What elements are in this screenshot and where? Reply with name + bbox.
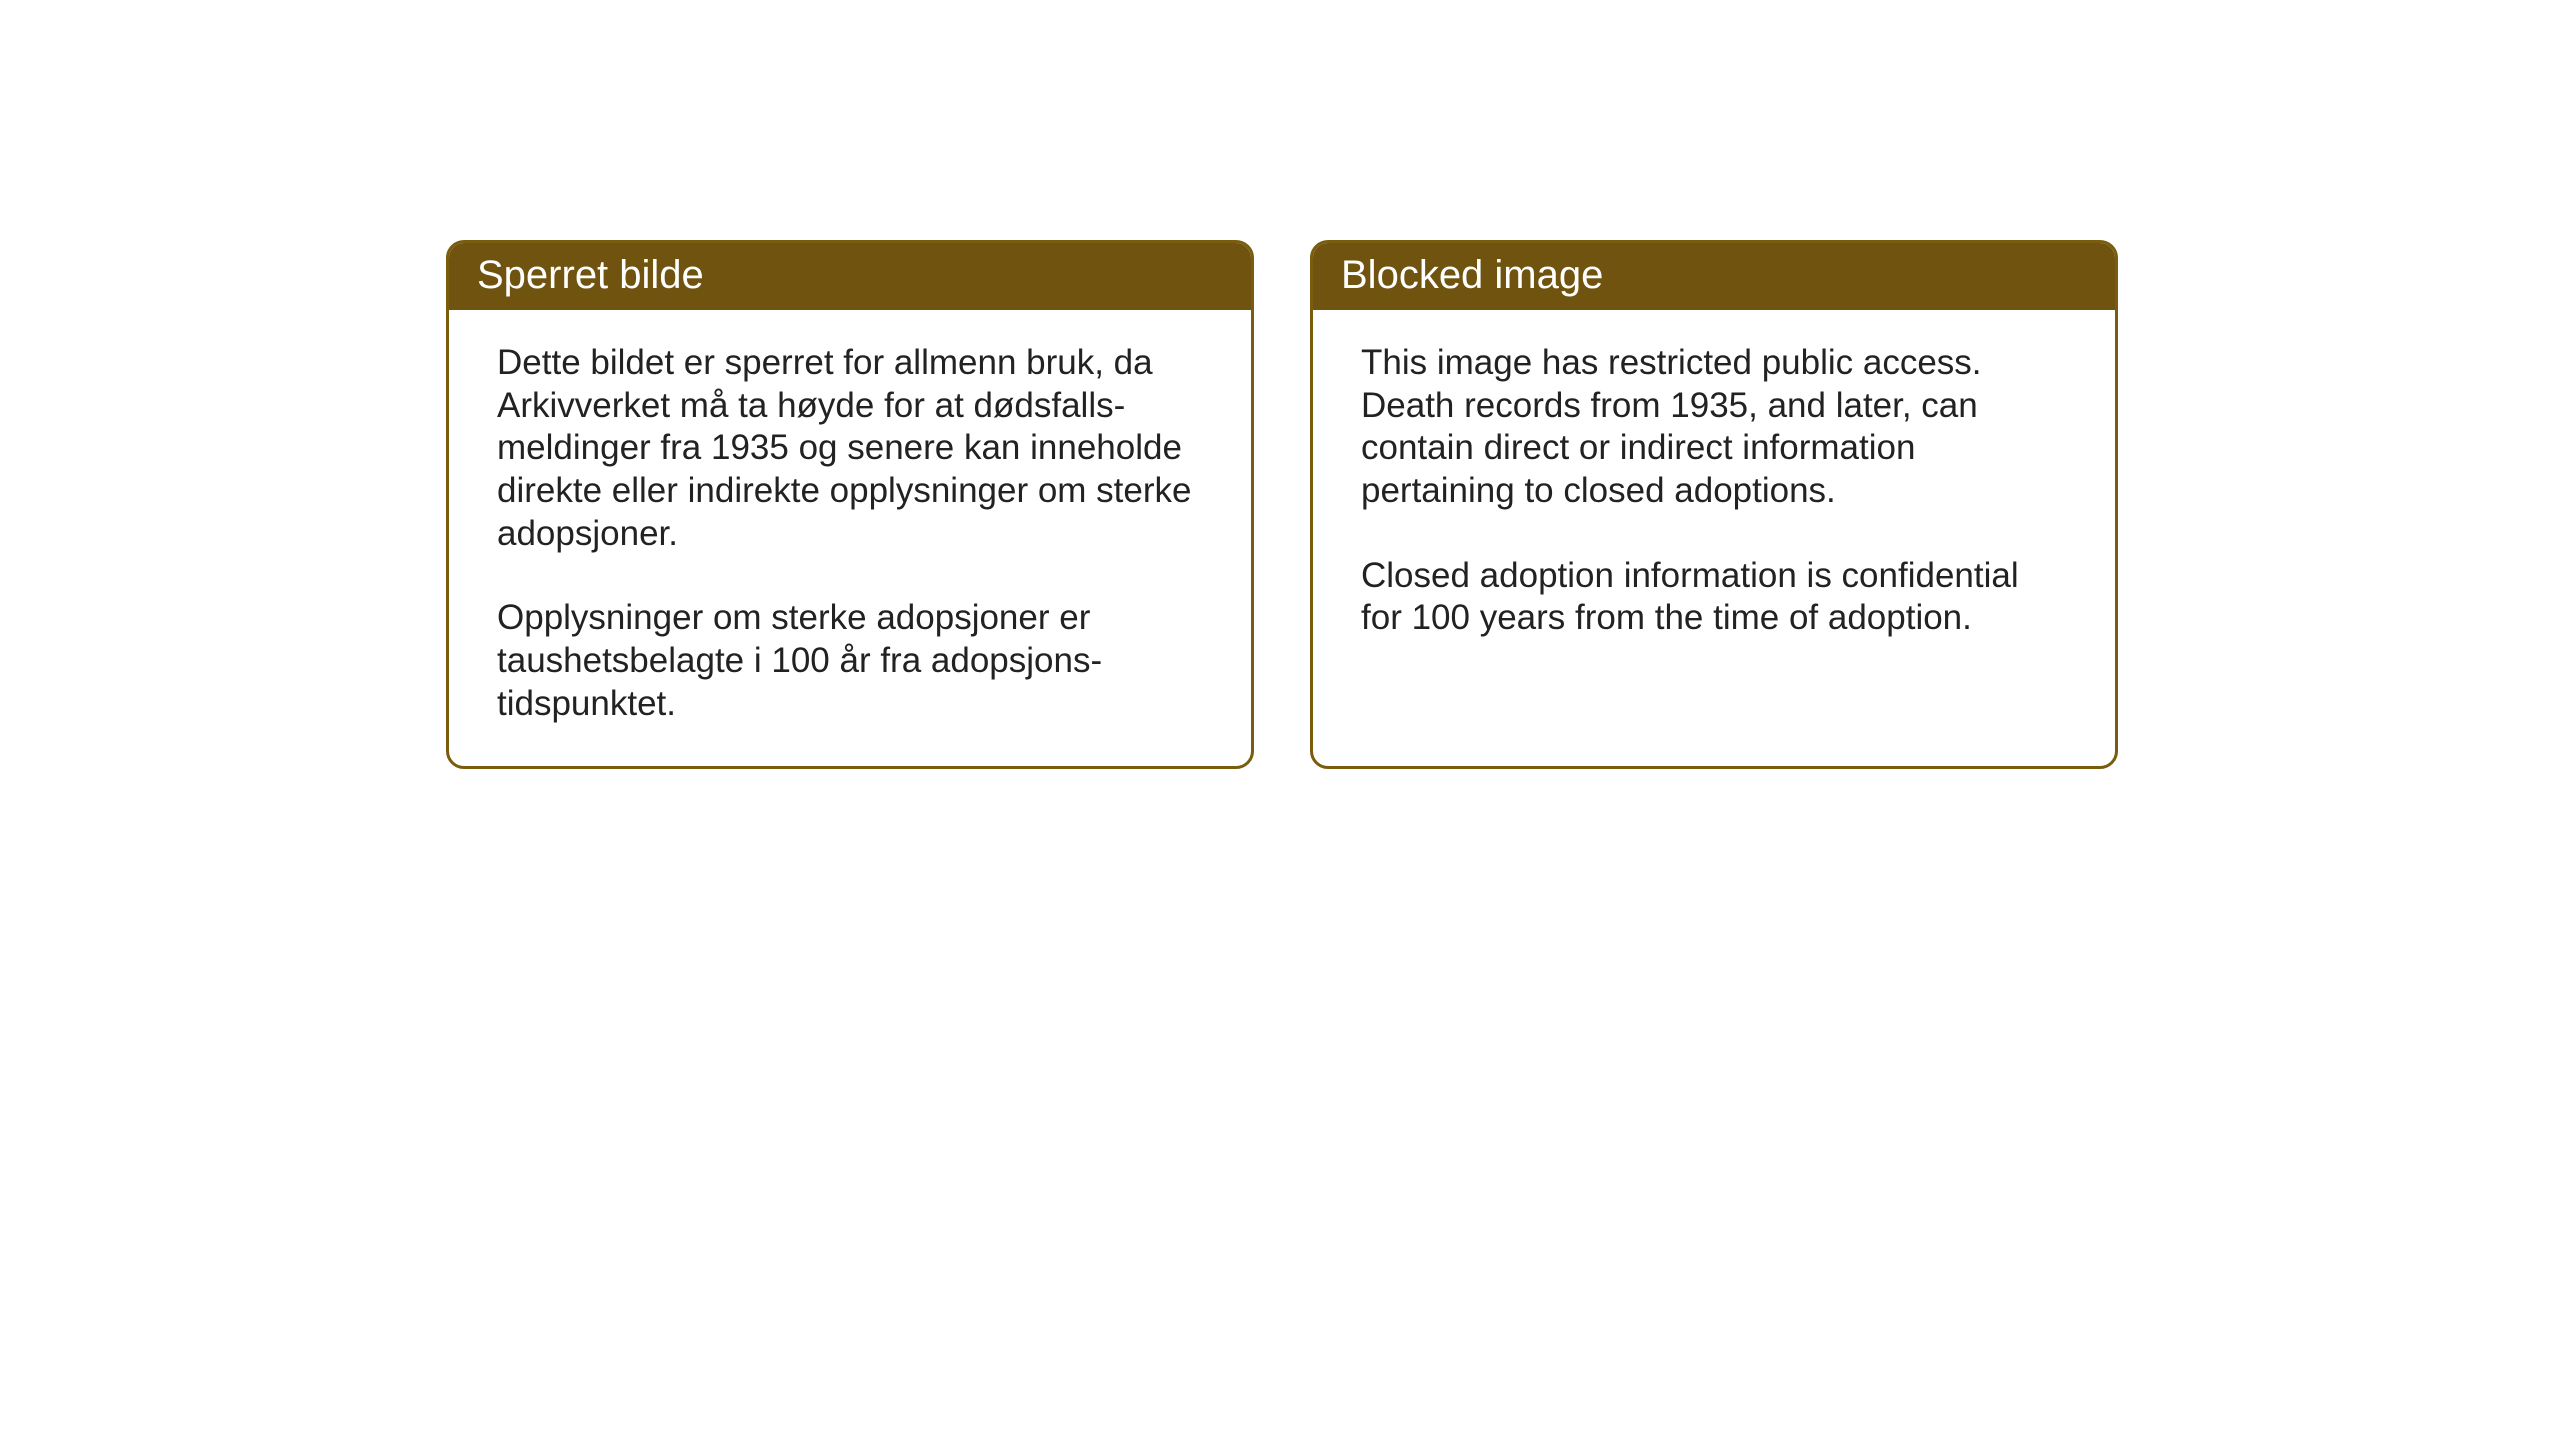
card-header-norwegian: Sperret bilde [449, 243, 1251, 310]
card-paragraph: This image has restricted public access.… [1361, 342, 2067, 513]
card-norwegian: Sperret bilde Dette bildet er sperret fo… [446, 240, 1254, 769]
card-title: Sperret bilde [477, 253, 704, 297]
card-body-english: This image has restricted public access.… [1313, 310, 2115, 742]
card-body-norwegian: Dette bildet er sperret for allmenn bruk… [449, 310, 1251, 766]
card-header-english: Blocked image [1313, 243, 2115, 310]
card-title: Blocked image [1341, 253, 1603, 297]
card-paragraph: Dette bildet er sperret for allmenn bruk… [497, 342, 1203, 555]
card-paragraph: Opplysninger om sterke adopsjoner er tau… [497, 597, 1203, 725]
card-english: Blocked image This image has restricted … [1310, 240, 2118, 769]
card-paragraph: Closed adoption information is confident… [1361, 555, 2067, 640]
cards-container: Sperret bilde Dette bildet er sperret fo… [446, 240, 2118, 769]
